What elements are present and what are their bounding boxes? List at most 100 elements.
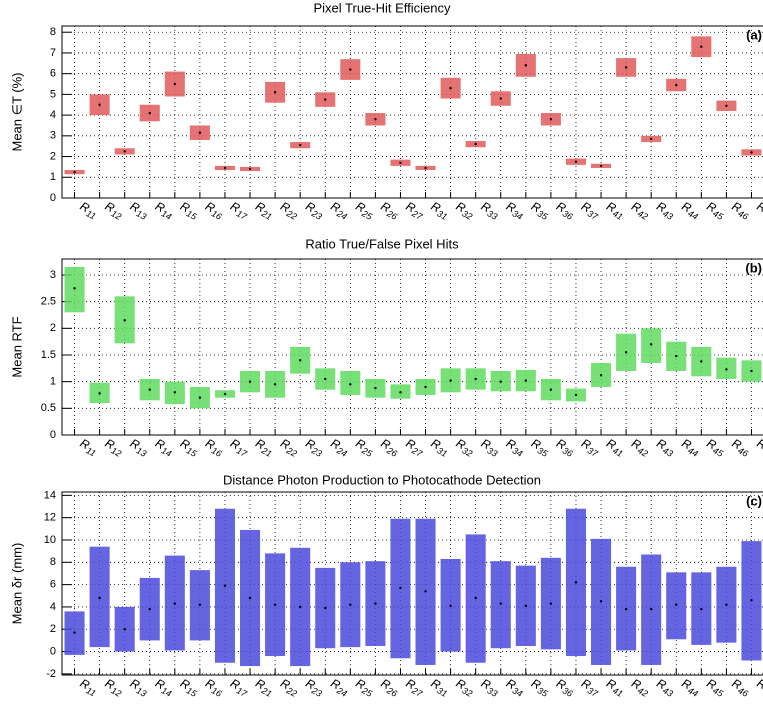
x-tick-label: R15 [177,676,202,700]
x-tick-label: R45 [703,676,728,700]
y-tick-label: 1 [50,171,56,183]
x-tick-label: R13 [127,436,151,459]
x-tick-label: R41 [603,199,627,222]
x-tick-label: R35 [528,199,553,223]
x-tick-label: R31 [428,436,452,459]
x-tick-label: R23 [302,676,326,699]
y-tick-label: 4 [50,109,56,121]
y-tick-label: 1 [50,376,56,388]
y-tick-label: 10 [44,534,56,546]
x-tick-label: R16 [202,436,226,459]
mean-marker [324,98,327,101]
mean-marker [424,590,427,593]
mean-marker [750,151,753,154]
x-tick-label: R41 [603,436,627,459]
x-tick-label: R42 [628,436,652,459]
mean-marker [223,392,227,396]
panel-title: Distance Photon Production to Photocatho… [223,472,541,487]
mean-marker [123,628,126,631]
y-tick-label: 6 [50,579,56,591]
mean-marker [298,143,302,147]
y-tick-label: 12 [44,512,56,524]
x-tick-label: R46 [728,199,752,222]
x-tick-label: R33 [478,199,502,222]
x-tick-label: R17 [227,436,252,460]
x-tick-label: R21 [252,199,276,222]
mean-marker [499,97,502,100]
y-tick-label: 3 [50,130,56,142]
x-tick-label: R24 [327,199,351,222]
mean-marker [449,604,452,608]
range-box [340,371,361,395]
mean-marker [248,380,252,383]
mean-marker [599,600,603,603]
mean-marker [750,599,753,602]
y-tick-label: 2.5 [41,296,56,308]
mean-marker [574,160,578,163]
mean-marker [599,164,603,168]
mean-marker [624,66,628,69]
x-tick-label: R42 [628,676,652,699]
mean-marker [524,379,528,382]
plot-frame [61,258,763,436]
mean-marker [549,388,553,391]
mean-marker [574,581,578,584]
y-tick-label: 5 [50,88,56,100]
x-tick-label: R25 [352,436,377,460]
panel-title: Ratio True/False Pixel Hits [305,236,459,251]
x-tick-label: R21 [252,436,276,459]
mean-marker [700,45,703,48]
x-tick-label: R26 [377,676,401,699]
x-tick-label: R17 [227,676,252,700]
x-tick-label: R14 [152,199,176,222]
mean-marker [599,374,603,377]
x-tick-label: R46 [728,676,752,699]
mean-marker [148,111,151,115]
mean-marker [73,287,76,290]
x-tick-label: R32 [453,199,477,222]
y-tick-label: -2 [46,668,56,680]
y-tick-label: 0.5 [41,402,56,414]
panel-title: Pixel True-Hit Efficiency [313,0,451,15]
x-tick-label: R23 [302,436,326,459]
x-tick-label: R36 [553,436,577,459]
x-tick-label: R34 [503,199,527,222]
x-tick-label: R11 [77,436,101,459]
mean-marker [399,391,402,394]
mean-marker [374,386,377,390]
mean-marker [675,354,678,358]
x-tick-label: R27 [403,676,428,700]
y-tick-label: 1.5 [41,349,56,361]
x-tick-label: R13 [127,676,151,699]
mean-marker [349,383,352,386]
x-tick-label: R24 [327,436,351,459]
x-tick-label: R22 [277,676,301,699]
y-tick-label: 2 [50,150,56,162]
mean-marker [198,603,202,606]
x-tick-label: R47 [754,199,763,223]
x-tick-label: R43 [653,436,677,459]
x-tick-label: R26 [377,199,401,222]
x-tick-label: R12 [102,676,126,699]
x-tick-label: R17 [227,199,252,223]
mean-marker [324,606,327,610]
x-tick-label: R33 [478,436,502,459]
x-tick-label: R12 [102,436,126,459]
mean-marker [399,161,402,164]
y-axis-label: Mean δr (mm) [9,543,24,625]
x-tick-label: R37 [578,199,603,223]
mean-marker [700,360,703,363]
y-tick-label: 8 [50,556,56,568]
x-tick-label: R35 [528,436,553,460]
x-tick-label: R11 [77,676,101,699]
x-tick-label: R47 [754,436,763,460]
x-tick-label: R37 [578,436,603,460]
mean-marker [173,391,177,394]
mean-marker [750,369,753,373]
x-tick-label: R14 [152,436,176,459]
range-box [641,328,662,363]
mean-marker [198,396,202,399]
panel-label: (c) [746,493,762,508]
x-tick-label: R46 [728,436,752,459]
x-tick-label: R44 [678,199,702,222]
